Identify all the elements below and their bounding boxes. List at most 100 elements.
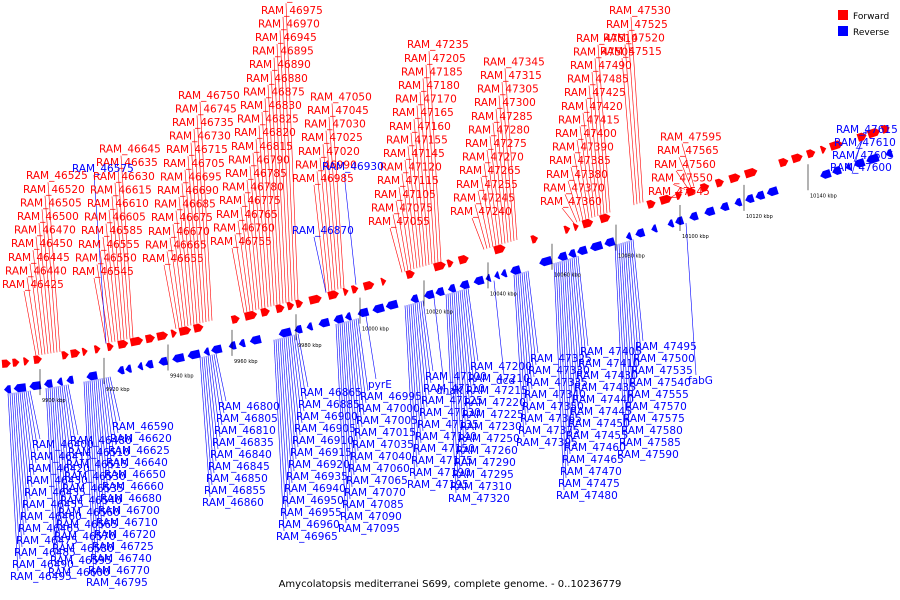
gene-label[interactable]: RAM_46875 [243, 86, 305, 98]
gene-label[interactable]: RAM_47335 [526, 377, 588, 389]
gene-label[interactable]: RAM_46825 [237, 114, 299, 126]
gene-label[interactable]: RAM_47365 [520, 413, 582, 425]
gene-label[interactable]: RAM_47560 [654, 159, 716, 171]
gene-label[interactable]: RAM_46710 [96, 517, 158, 529]
gene-label[interactable]: RAM_47055 [368, 216, 430, 228]
gene-label[interactable]: RAM_46920 [288, 459, 350, 471]
gene-label[interactable]: RAM_47525 [606, 19, 668, 31]
gene-label[interactable]: RAM_46725 [92, 541, 154, 553]
gene-label[interactable]: RAM_46985 [292, 173, 354, 185]
gene-label[interactable]: RAM_46665 [145, 239, 207, 251]
gene-label[interactable]: RAM_47075 [371, 202, 433, 214]
gene-label[interactable]: RAM_47555 [627, 389, 689, 401]
gene-label[interactable]: RAM_47595 [660, 132, 722, 144]
gene-label[interactable]: RAM_46795 [86, 577, 148, 589]
gene-label[interactable]: RAM_47295 [452, 469, 514, 481]
gene-label[interactable]: RAM_47550 [651, 172, 713, 184]
gene-label[interactable]: RAM_46645 [99, 144, 161, 156]
gene-label[interactable]: RAM_47510 [576, 33, 638, 45]
gene-label[interactable]: RAM_47300 [474, 97, 536, 109]
gene-label[interactable]: RAM_47170 [395, 94, 457, 106]
gene-label[interactable]: RAM_47285 [471, 111, 533, 123]
gene-label[interactable]: RAM_47405 [580, 346, 642, 358]
gene-label[interactable]: RAM_47435 [574, 382, 636, 394]
gene-label[interactable]: RAM_47320 [448, 493, 510, 505]
gene-label[interactable]: RAM_47615 [836, 124, 898, 136]
gene-label[interactable]: RAM_47375 [518, 425, 580, 437]
gene-label[interactable]: RAM_47600 [830, 162, 892, 174]
gene-label[interactable]: RAM_47000 [358, 403, 420, 415]
gene-label[interactable]: RAM_46575 [72, 163, 134, 175]
gene-label[interactable]: RAM_46890 [249, 59, 311, 71]
gene-label[interactable]: RAM_47370 [543, 182, 605, 194]
gene-label[interactable]: RAM_46530 [64, 471, 126, 483]
gene-label[interactable]: RAM_47315 [480, 70, 542, 82]
gene-label[interactable]: RAM_46980 [264, 0, 326, 3]
gene-label[interactable]: RAM_46955 [280, 507, 342, 519]
gene-label[interactable]: RAM_47100 [425, 371, 487, 383]
gene-label[interactable]: RAM_47085 [342, 499, 404, 511]
gene-label[interactable]: RAM_46470 [14, 225, 76, 237]
gene-label[interactable]: fabG [688, 375, 713, 387]
gene-label[interactable]: RAM_47160 [389, 121, 451, 133]
gene-label[interactable]: RAM_47415 [558, 114, 620, 126]
gene-label[interactable]: RAM_47535 [631, 365, 693, 377]
gene-label[interactable]: RAM_46975 [261, 5, 323, 17]
gene-label[interactable]: RAM_46880 [246, 73, 308, 85]
gene-label[interactable]: RAM_46990 [295, 159, 357, 171]
gene-label[interactable]: RAM_47480 [556, 490, 618, 502]
gene-label[interactable]: RAM_46850 [206, 473, 268, 485]
gene-label[interactable]: RAM_46415 [30, 451, 92, 463]
gene-label[interactable]: RAM_46465 [18, 523, 80, 535]
gene-label[interactable]: RAM_46560 [58, 507, 120, 519]
gene-label[interactable]: RAM_46860 [202, 497, 264, 509]
gene-label[interactable]: RAM_46580 [52, 543, 114, 555]
gene-label[interactable]: RAM_46430 [26, 475, 88, 487]
gene-label[interactable]: RAM_47060 [348, 463, 410, 475]
gene-label[interactable]: RAM_47390 [552, 142, 614, 154]
gene-label[interactable]: RAM_46455 [22, 499, 84, 511]
gene-label[interactable]: RAM_46740 [90, 553, 152, 565]
gene-label[interactable]: RAM_47210 [468, 373, 530, 385]
gene-label[interactable]: RAM_46495 [10, 571, 72, 583]
gene-label[interactable]: RAM_47450 [568, 418, 630, 430]
gene-label[interactable]: RAM_46425 [2, 279, 64, 291]
gene-label[interactable]: RAM_46960 [278, 519, 340, 531]
gene-label[interactable]: RAM_47580 [621, 425, 683, 437]
gene-label[interactable]: RAM_46600 [48, 567, 110, 579]
gene-label[interactable]: RAM_46635 [96, 157, 158, 169]
gene-label[interactable]: RAM_46660 [102, 481, 164, 493]
gene-label[interactable]: RAM_46640 [106, 457, 168, 469]
gene-label[interactable]: RAM_46490 [12, 559, 74, 571]
gene-label[interactable]: RAM_47460 [564, 442, 626, 454]
gene-label[interactable]: RAM_46620 [110, 433, 172, 445]
gene-label[interactable]: RAM_46700 [98, 505, 160, 517]
gene-label[interactable]: RAM_46675 [151, 212, 213, 224]
gene-label[interactable]: RAM_47430 [576, 370, 638, 382]
gene-label[interactable]: RAM_47290 [454, 457, 516, 469]
gene-label[interactable]: RAM_46845 [208, 461, 270, 473]
gene-label[interactable]: RAM_46625 [108, 445, 170, 457]
gene-label[interactable]: RAM_46840 [210, 449, 272, 461]
gene-label[interactable]: RAM_47310 [450, 481, 512, 493]
gene-label[interactable]: RAM_47475 [558, 478, 620, 490]
gene-label[interactable]: RAM_47465 [562, 454, 624, 466]
gene-label[interactable]: RAM_47270 [462, 152, 524, 164]
gene-label[interactable]: RAM_47455 [566, 430, 628, 442]
gene-label[interactable]: RAM_47515 [600, 46, 662, 58]
gene-label[interactable]: RAM_47380 [546, 169, 608, 181]
gene-label[interactable]: RAM_46895 [252, 46, 314, 58]
gene-label[interactable]: RAM_46615 [90, 184, 152, 196]
gene-label[interactable]: RAM_47150 [413, 443, 475, 455]
gene-label[interactable]: RAM_47530 [609, 5, 671, 17]
gene-label[interactable]: RAM_47490 [570, 60, 632, 72]
gene-label[interactable]: RAM_47040 [350, 451, 412, 463]
gene-label[interactable]: RAM_47235 [407, 39, 469, 51]
gene-label[interactable]: RAM_46770 [88, 565, 150, 577]
gene-label[interactable]: RAM_46760 [213, 222, 275, 234]
gene-label[interactable]: RAM_47045 [307, 105, 369, 117]
gene-label[interactable]: RAM_46815 [231, 141, 293, 153]
gene-label[interactable]: RAM_47115 [377, 175, 439, 187]
gene-label[interactable]: RAM_47305 [477, 84, 539, 96]
gene-label[interactable]: RAM_46590 [112, 421, 174, 433]
